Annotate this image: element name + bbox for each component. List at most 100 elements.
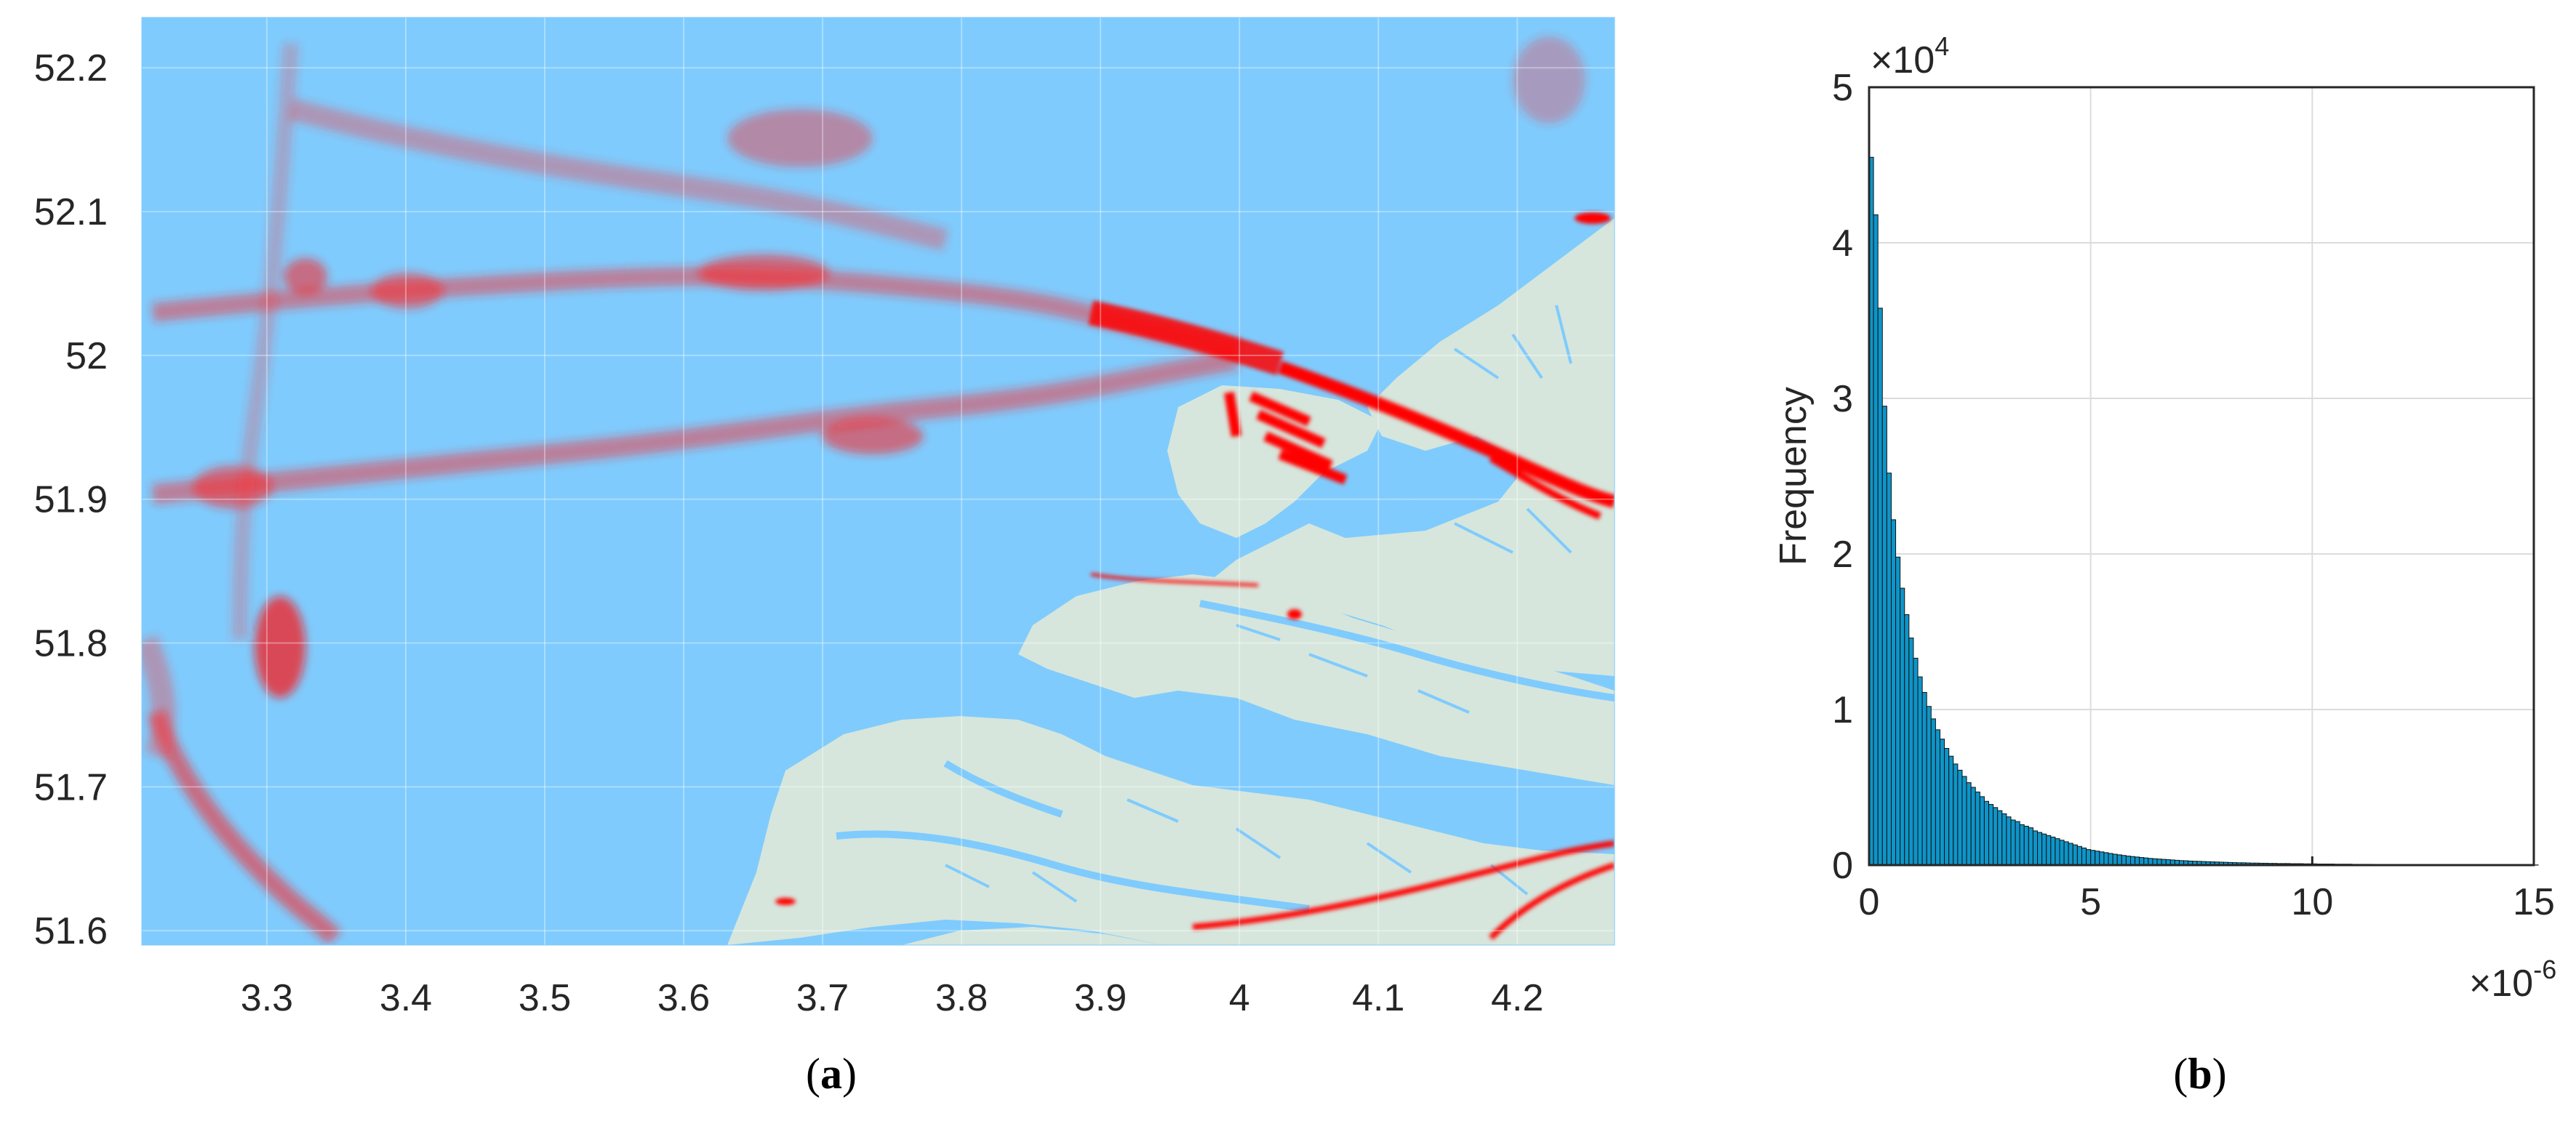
map-x-tick-label: 3.4 (380, 977, 432, 1019)
panel-a-map: 3.3 3.4 3.5 3.6 3.7 3.8 3.9 4 4.1 4.2 52.252.1525… (34, 17, 1615, 1098)
histogram-bar (2090, 850, 2096, 866)
map-x-tick-label: 4 (1229, 977, 1250, 1019)
track-far-north (288, 98, 948, 251)
map-y-tick-label: 51.6 (34, 910, 108, 952)
ais-density (142, 36, 1585, 945)
histogram-bar (2046, 835, 2052, 866)
track-west (142, 635, 176, 760)
map-x-tick-label: 3.8 (935, 977, 988, 1019)
land-mainland-north (1200, 218, 1615, 676)
histogram-bar (2116, 854, 2122, 866)
haringvliet-track (1090, 573, 1259, 587)
map-x-tick-label: 3.3 (241, 977, 293, 1019)
histogram-bar (2050, 836, 2056, 866)
panel-b-histogram: 0 5 10 15 0 1 2 3 4 5 Frequency ×104 ×10-6 (b) (1772, 31, 2556, 1098)
map-x-tick-label: 3.5 (519, 977, 571, 1019)
histogram-y-tick-label: 0 (1832, 845, 1853, 887)
port-approach (1088, 300, 1284, 376)
track-middle (151, 350, 1239, 505)
histogram-bar (2006, 816, 2012, 866)
histogram-bar (1983, 800, 1990, 866)
histogram-bars (1868, 156, 2539, 866)
histogram-bar (1966, 782, 1972, 866)
histogram-bar (1913, 657, 1919, 866)
histogram-bar (1881, 406, 1887, 866)
histogram-x-tick-label: 0 (1859, 881, 1880, 923)
cluster-north-west (284, 258, 327, 294)
map-y-tick-label: 51.9 (34, 479, 108, 521)
histogram-x-tick-label: 10 (2291, 881, 2333, 923)
cluster-northeast-corner (1513, 36, 1585, 124)
histogram-bar (2041, 833, 2047, 866)
ais-dense-tracks (775, 212, 1615, 940)
histogram-bar (2130, 856, 2136, 866)
histogram-bar (1930, 718, 1936, 866)
land-zeeland (727, 716, 1615, 945)
track-southwest (147, 710, 342, 945)
histogram-bar (1921, 691, 1927, 866)
histogram-bar (1957, 769, 1963, 866)
port-inner-river (1489, 454, 1601, 520)
panel-b-caption: (b) (2173, 1050, 2226, 1098)
land-areas (727, 218, 1615, 945)
cluster-ijmuiden-anchorage (255, 596, 305, 698)
histogram-bar (1908, 638, 1914, 866)
histogram-bar (1917, 676, 1923, 866)
histogram-bar (2135, 856, 2140, 866)
histogram-y-multiplier: ×104 (1871, 31, 1949, 81)
histogram-bar (2086, 849, 2092, 866)
histogram-y-tick-labels: 0 1 2 3 4 5 (1832, 67, 1853, 887)
histogram-bar (2010, 819, 2016, 866)
histogram-bar (2121, 855, 2127, 866)
histogram-bar (2037, 832, 2043, 866)
histogram-bar (2108, 853, 2113, 866)
port-channel (1278, 361, 1615, 508)
map-gridlines (142, 17, 1615, 945)
southern-river-track-2 (1489, 862, 1615, 940)
histogram-ylabel: Frequency (1772, 387, 1815, 566)
panel-a-caption: (a) (806, 1050, 857, 1098)
small-harbour-spot (1287, 609, 1302, 619)
histogram-bar (1997, 810, 2003, 866)
histogram-bar (1970, 787, 1976, 866)
histogram-bar (2125, 856, 2132, 866)
histogram-bar (2068, 843, 2073, 866)
map-x-tick-label: 4.1 (1352, 977, 1404, 1019)
histogram-bar (2015, 821, 2020, 866)
histogram-bar (1961, 776, 1967, 866)
land-voorne-goeree (1018, 574, 1615, 785)
histogram-bar (1877, 308, 1883, 866)
histogram-x-multiplier: ×10-6 (2469, 955, 2556, 1005)
histogram-bar (1953, 763, 1959, 866)
histogram-bar (1886, 473, 1892, 866)
histogram-bar (1904, 614, 1910, 866)
histogram-bar (1900, 587, 1905, 866)
histogram-bar (2019, 824, 2025, 866)
histogram-x-tick-label: 5 (2080, 881, 2101, 923)
histogram-bar (2081, 847, 2087, 866)
histogram-bar (1873, 214, 1879, 866)
water-canals (945, 305, 1572, 903)
histogram-bar (2103, 852, 2109, 866)
histogram-bar (1926, 706, 1932, 866)
histogram-bar (2095, 851, 2100, 866)
map-x-tick-label: 3.7 (796, 977, 849, 1019)
histogram-bar (2112, 853, 2118, 866)
map-content (142, 17, 1615, 945)
map-y-tick-label: 52.2 (34, 47, 108, 89)
port-north-spot (1575, 212, 1611, 224)
map-y-tick-labels: 52.2 52.1 52 51.9 51.8 51.7 51.6 (34, 47, 108, 952)
map-x-tick-label: 3.9 (1074, 977, 1127, 1019)
map-y-tick-label: 51.7 (34, 766, 108, 808)
southwest-harbour-spot (775, 898, 796, 905)
histogram-bar (1944, 748, 1950, 866)
histogram-bar (2032, 830, 2039, 866)
histogram-y-tick-label: 3 (1832, 378, 1853, 420)
histogram-bar (1993, 807, 1999, 866)
cluster-middle-east (822, 418, 924, 454)
port-basins (1224, 391, 1348, 485)
water-channels (836, 600, 1615, 912)
histogram-bar (2001, 813, 2007, 866)
southern-river-track (1192, 840, 1615, 930)
land-southwest-strip (902, 927, 1164, 945)
